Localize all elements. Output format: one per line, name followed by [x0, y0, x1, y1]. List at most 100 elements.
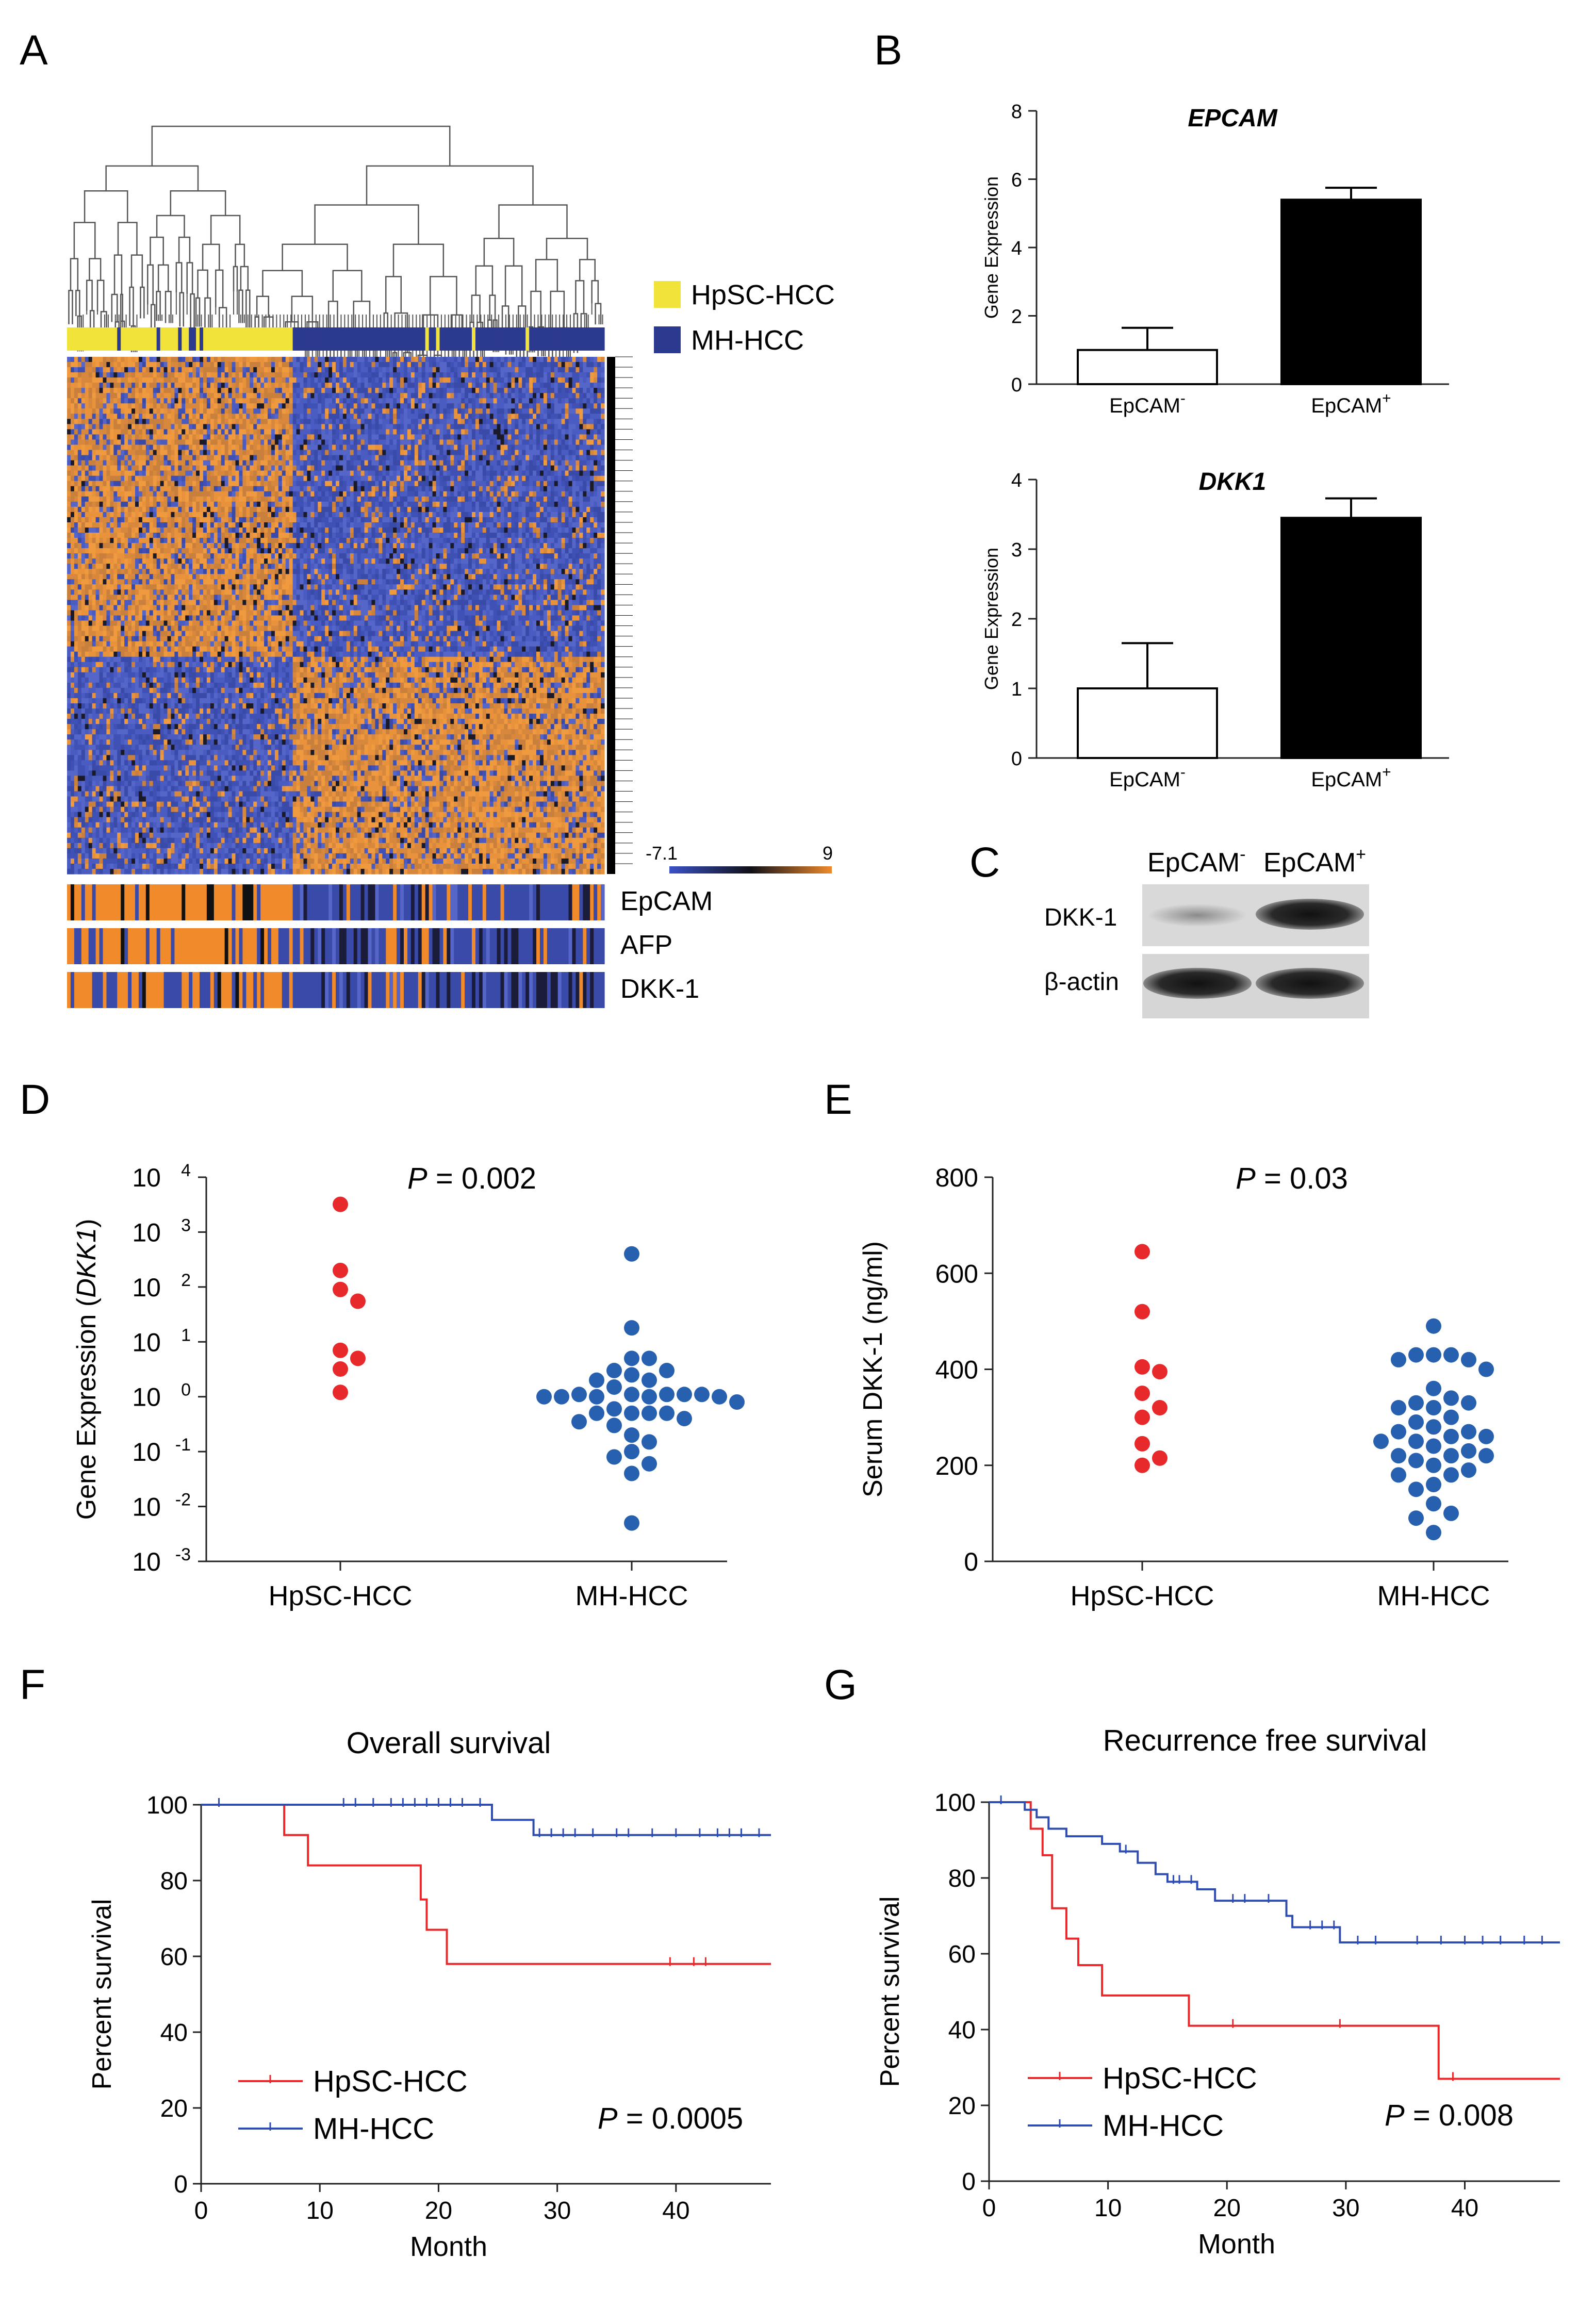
heatmap-cell	[382, 367, 386, 373]
heatmap-cell	[332, 460, 336, 466]
heatmap-cell	[497, 429, 501, 435]
heatmap-cell	[264, 501, 268, 507]
heatmap-cell	[379, 403, 383, 409]
heatmap-cell	[360, 475, 365, 482]
heatmap-cell	[575, 486, 580, 492]
heatmap-cell	[375, 455, 379, 461]
heatmap-cell	[124, 419, 128, 424]
heatmap-cell	[357, 512, 361, 518]
heatmap-cell	[189, 398, 193, 404]
group-bar-cell	[235, 327, 240, 351]
group-bar-cell	[264, 327, 268, 351]
heatmap-cell	[88, 414, 93, 419]
heatmap-cell	[461, 414, 465, 419]
heatmap-cell	[332, 388, 336, 393]
heatmap-cell	[292, 465, 297, 471]
heatmap-cell	[533, 501, 537, 507]
heatmap-cell	[518, 455, 522, 461]
heatmap-cell	[174, 506, 178, 513]
heatmap-cell	[163, 439, 168, 446]
heatmap-cell	[224, 377, 229, 383]
heatmap-cell	[543, 357, 548, 362]
heatmap-cell	[328, 450, 333, 456]
heatmap-cell	[565, 362, 569, 368]
heatmap-cell	[235, 481, 240, 487]
heatmap-cell	[342, 475, 347, 482]
heatmap-cell	[450, 393, 454, 399]
heatmap-cell	[346, 491, 351, 497]
heatmap-cell	[475, 414, 480, 419]
heatmap-cell	[429, 491, 433, 497]
heatmap-cell	[368, 470, 372, 476]
heatmap-cell	[403, 393, 408, 399]
heatmap-cell	[235, 496, 240, 502]
heatmap-cell	[174, 465, 178, 471]
heatmap-cell	[74, 512, 78, 518]
heatmap-cell	[189, 481, 193, 487]
heatmap-cell	[321, 424, 325, 430]
group-bar-cell	[468, 327, 472, 351]
heatmap-cell	[393, 470, 397, 476]
heatmap-cell	[450, 403, 454, 409]
heatmap-cell	[425, 383, 430, 388]
heatmap-cell	[178, 424, 182, 430]
heatmap-cell	[515, 403, 519, 409]
heatmap-cell	[174, 367, 178, 373]
heatmap-cell	[285, 362, 290, 368]
heatmap-cell	[285, 450, 290, 456]
heatmap-cell	[310, 403, 315, 409]
heatmap-cell	[493, 501, 498, 507]
heatmap-cell	[597, 357, 601, 362]
heatmap-cell	[579, 481, 583, 487]
heatmap-cell	[110, 383, 114, 388]
heatmap-cell	[81, 496, 86, 502]
heatmap-cell	[163, 486, 168, 492]
heatmap-cell	[246, 455, 250, 461]
heatmap-cell	[482, 398, 487, 404]
heatmap-cell	[163, 424, 168, 430]
heatmap-cell	[468, 367, 472, 373]
heatmap-cell	[461, 424, 465, 430]
heatmap-cell	[117, 450, 121, 456]
heatmap-cell	[403, 357, 408, 362]
heatmap-cell	[421, 506, 426, 513]
heatmap-cell	[436, 393, 440, 399]
heatmap-cell	[439, 388, 443, 393]
heatmap-cell	[489, 450, 494, 456]
heatmap-cell	[486, 439, 490, 446]
heatmap-cell	[88, 491, 93, 497]
heatmap-cell	[522, 388, 526, 393]
heatmap-cell	[439, 429, 443, 435]
heatmap-cell	[403, 403, 408, 409]
heatmap-cell	[160, 465, 165, 471]
heatmap-cell	[142, 434, 146, 440]
heatmap-cell	[242, 501, 246, 507]
heatmap-cell	[443, 491, 447, 497]
heatmap-cell	[403, 506, 408, 513]
heatmap-cell	[360, 481, 365, 487]
heatmap-cell	[121, 393, 125, 399]
heatmap-cell	[350, 424, 354, 430]
heatmap-cell	[332, 403, 336, 409]
heatmap-cell	[92, 434, 96, 440]
heatmap-cell	[328, 362, 333, 368]
heatmap-cell	[200, 372, 204, 378]
heatmap-cell	[221, 403, 225, 409]
heatmap-cell	[131, 419, 136, 424]
heatmap-cell	[504, 383, 508, 388]
dendrogram-branch	[282, 243, 348, 271]
heatmap-cell	[81, 372, 86, 378]
heatmap-cell	[167, 357, 172, 362]
heatmap-cell	[479, 408, 483, 414]
heatmap-cell	[203, 465, 207, 471]
heatmap-cell	[586, 460, 590, 466]
heatmap-cell	[346, 486, 351, 492]
heatmap-cell	[375, 465, 379, 471]
heatmap-cell	[77, 414, 82, 419]
heatmap-cell	[432, 470, 437, 476]
heatmap-cell	[171, 450, 175, 456]
heatmap-cell	[192, 377, 196, 383]
heatmap-cell	[443, 383, 447, 388]
heatmap-cell	[525, 496, 530, 502]
dendrogram-branch	[170, 190, 226, 216]
